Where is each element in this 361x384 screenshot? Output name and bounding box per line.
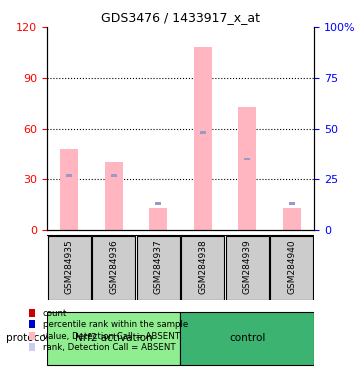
Bar [244, 158, 251, 160]
FancyBboxPatch shape [137, 236, 180, 300]
FancyBboxPatch shape [48, 236, 91, 300]
Text: GSM284940: GSM284940 [287, 239, 296, 294]
Text: GSM284939: GSM284939 [243, 239, 252, 294]
Text: Nrf2 activation: Nrf2 activation [75, 333, 153, 343]
Bar [194, 47, 212, 230]
Title: GDS3476 / 1433917_x_at: GDS3476 / 1433917_x_at [101, 11, 260, 24]
Bar [149, 208, 167, 230]
Bar [289, 202, 295, 205]
Bar [238, 106, 256, 230]
Text: GSM284937: GSM284937 [154, 239, 163, 294]
Text: count: count [43, 309, 67, 318]
FancyBboxPatch shape [270, 236, 313, 300]
FancyBboxPatch shape [181, 236, 224, 300]
Bar [60, 149, 78, 230]
Bar [105, 162, 123, 230]
Text: rank, Detection Call = ABSENT: rank, Detection Call = ABSENT [43, 343, 175, 353]
FancyBboxPatch shape [180, 311, 314, 365]
Bar [155, 202, 161, 205]
Text: value, Detection Call = ABSENT: value, Detection Call = ABSENT [43, 332, 180, 341]
Text: control: control [229, 333, 265, 343]
Text: GSM284935: GSM284935 [65, 239, 74, 294]
Text: percentile rank within the sample: percentile rank within the sample [43, 320, 188, 329]
Bar [66, 174, 72, 177]
FancyBboxPatch shape [47, 311, 180, 365]
FancyBboxPatch shape [92, 236, 135, 300]
Text: GSM284938: GSM284938 [198, 239, 207, 294]
Text: GSM284936: GSM284936 [109, 239, 118, 294]
Bar [283, 208, 301, 230]
Bar [110, 174, 117, 177]
Text: protocol: protocol [6, 333, 49, 343]
FancyBboxPatch shape [226, 236, 269, 300]
Bar [200, 131, 206, 134]
